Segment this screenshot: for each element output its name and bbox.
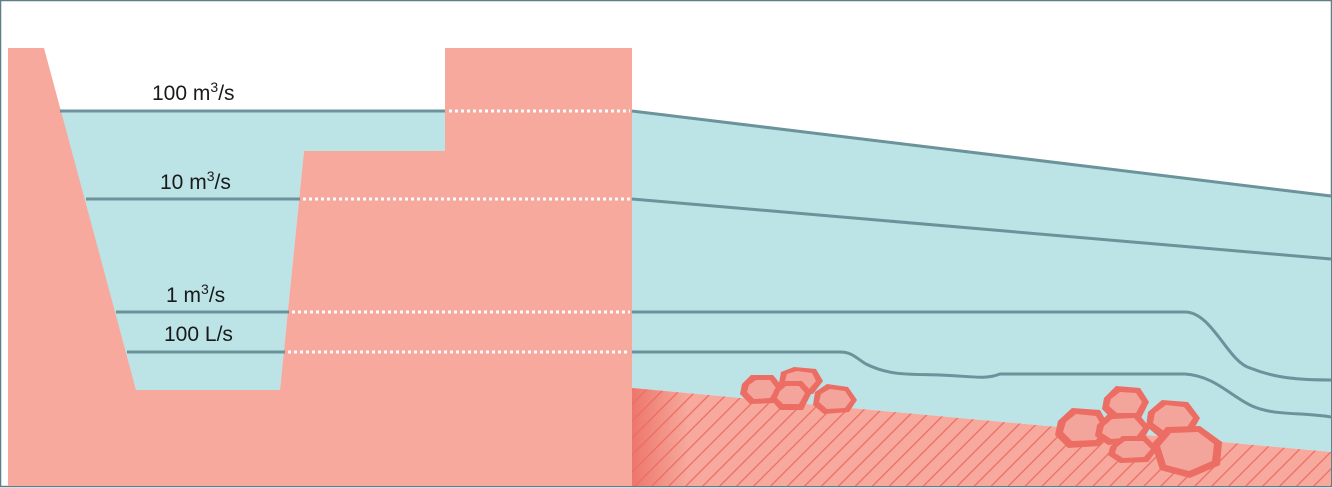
channel-water — [60, 111, 445, 390]
boulder-face — [1102, 418, 1143, 439]
river-bed-shade — [632, 388, 1331, 486]
boulder-face — [1153, 405, 1193, 431]
label-10-m3s: 10 m3/s — [160, 168, 231, 194]
label-100-ls: 100 L/s — [164, 323, 233, 346]
boulder-cluster-2 — [1055, 386, 1222, 478]
label-1-m3s: 1 m3/s — [166, 281, 225, 307]
boulder-face — [777, 386, 805, 404]
profile-line-1-m3s — [632, 310, 1332, 382]
river-bank — [8, 48, 632, 486]
label-100-m3s: 100 m3/s — [152, 79, 235, 105]
boulder-face — [819, 389, 851, 409]
profile-line-10-m3s — [631, 197, 1332, 261]
boulder-face — [1063, 414, 1103, 441]
boulder-face — [1115, 441, 1151, 458]
profile-water — [632, 111, 1331, 452]
profile-line-100-ls — [632, 350, 1332, 419]
boulder-face — [1160, 432, 1214, 471]
boulder-cluster-1 — [740, 367, 857, 414]
longitudinal-profile — [631, 109, 1332, 486]
profile-line-100-m3s — [631, 109, 1332, 198]
boulder-face — [1109, 392, 1142, 413]
cross-section: 100 m3/s 10 m3/s 1 m3/s 100 L/s — [8, 48, 632, 486]
boulder-face — [747, 380, 776, 399]
